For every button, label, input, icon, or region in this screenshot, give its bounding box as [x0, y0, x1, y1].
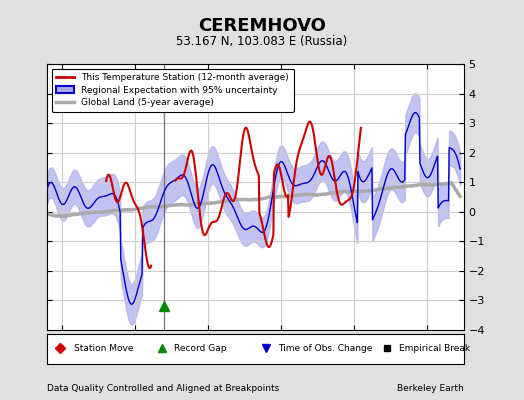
Text: CEREMHOVO: CEREMHOVO — [198, 17, 326, 35]
Text: Time of Obs. Change: Time of Obs. Change — [278, 344, 373, 353]
Text: Station Move: Station Move — [74, 344, 134, 353]
Text: Berkeley Earth: Berkeley Earth — [397, 384, 464, 393]
Text: Record Gap: Record Gap — [174, 344, 227, 353]
Text: Data Quality Controlled and Aligned at Breakpoints: Data Quality Controlled and Aligned at B… — [47, 384, 279, 393]
Text: 53.167 N, 103.083 E (Russia): 53.167 N, 103.083 E (Russia) — [177, 36, 347, 48]
Text: Empirical Break: Empirical Break — [399, 344, 471, 353]
Legend: This Temperature Station (12-month average), Regional Expectation with 95% uncer: This Temperature Station (12-month avera… — [52, 68, 294, 112]
